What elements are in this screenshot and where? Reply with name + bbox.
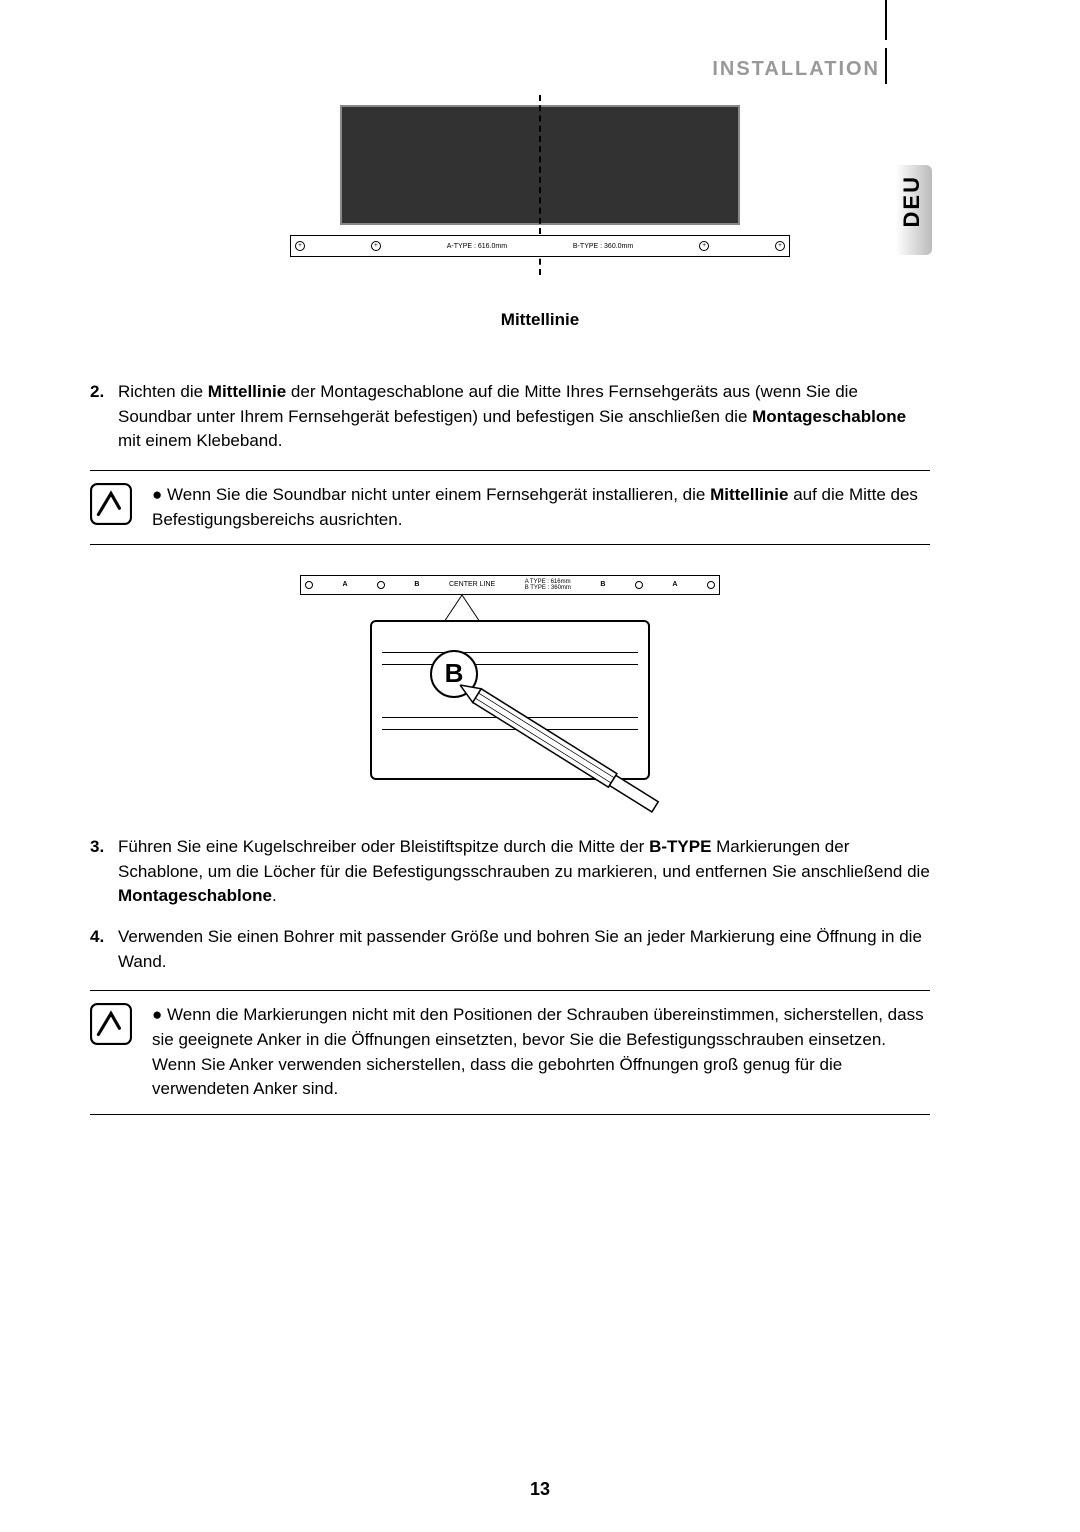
step-3: 3. Führen Sie eine Kugelschreiber oder B…	[90, 835, 930, 909]
step-4: 4. Verwenden Sie einen Bohrer mit passen…	[90, 925, 930, 974]
hole-icon	[377, 581, 385, 589]
step-text: Verwenden Sie einen Bohrer mit passender…	[118, 925, 930, 974]
note-box-2: Wenn die Markierungen nicht mit den Posi…	[90, 990, 930, 1115]
hole-icon: +	[775, 241, 785, 251]
step-number: 2.	[90, 380, 118, 454]
step-number: 3.	[90, 835, 118, 909]
header-divider	[885, 48, 887, 84]
panel-line	[382, 664, 638, 665]
mounting-template-strip: + + A-TYPE : 616.0mm B-TYPE : 360.0mm + …	[290, 235, 790, 257]
note-body: Wenn Sie die Soundbar nicht unter einem …	[152, 483, 930, 532]
note-item: Wenn Sie die Soundbar nicht unter einem …	[152, 483, 930, 532]
strip-label-a: A	[672, 580, 677, 590]
strip-label-a: A	[342, 580, 347, 590]
step-text: Führen Sie eine Kugelschreiber oder Blei…	[118, 835, 930, 909]
language-tab: DEU	[899, 175, 925, 227]
step-2: 2. Richten die Mittellinie der Montagesc…	[90, 380, 930, 454]
strip-label-b: B	[600, 580, 605, 590]
hole-icon	[635, 581, 643, 589]
note-box-1: Wenn Sie die Soundbar nicht unter einem …	[90, 470, 930, 545]
figure1-caption: Mittellinie	[0, 310, 1080, 330]
hole-icon: +	[699, 241, 709, 251]
hole-icon	[707, 581, 715, 589]
figure-tv-template: + + A-TYPE : 616.0mm B-TYPE : 360.0mm + …	[290, 105, 790, 305]
content-area: 2. Richten die Mittellinie der Montagesc…	[90, 380, 930, 1145]
step-number: 4.	[90, 925, 118, 974]
hole-icon	[305, 581, 313, 589]
note-body: Wenn die Markierungen nicht mit den Posi…	[152, 1003, 930, 1102]
note-icon	[90, 1003, 132, 1045]
hole-icon: +	[371, 241, 381, 251]
b-type-label: B-TYPE : 360.0mm	[573, 243, 633, 250]
panel-line	[382, 652, 638, 653]
template-strip: A B CENTER LINE A TYPE : 616mm B TYPE : …	[300, 575, 720, 595]
strip-label-b: B	[414, 580, 419, 590]
strip-types: A TYPE : 616mm B TYPE : 360mm	[525, 579, 571, 591]
page-number: 13	[0, 1479, 1080, 1500]
figure-pen-marking: A B CENTER LINE A TYPE : 616mm B TYPE : …	[300, 575, 720, 805]
strip-center-label: CENTER LINE	[449, 580, 495, 590]
step-text: Richten die Mittellinie der Montageschab…	[118, 380, 930, 454]
header-divider-top	[885, 0, 887, 40]
note-item: Wenn die Markierungen nicht mit den Posi…	[152, 1003, 930, 1102]
a-type-label: A-TYPE : 616.0mm	[447, 243, 507, 250]
section-header: INSTALLATION	[712, 58, 880, 81]
note-icon	[90, 483, 132, 525]
hole-icon: +	[295, 241, 305, 251]
